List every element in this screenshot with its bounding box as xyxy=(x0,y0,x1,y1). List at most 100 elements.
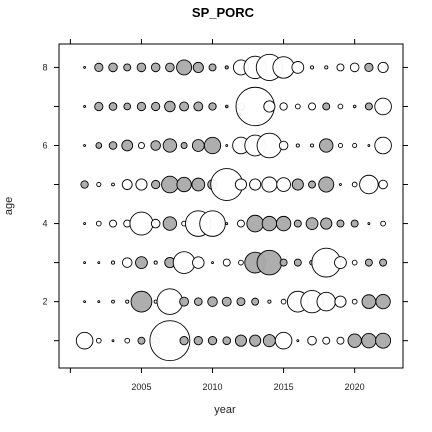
bubble-point xyxy=(334,256,347,269)
bubble-point xyxy=(123,102,132,111)
bubble-point xyxy=(246,214,264,233)
bubble-point xyxy=(94,62,104,73)
bubble-point xyxy=(207,336,218,346)
bubble-point xyxy=(193,336,203,346)
bubble-point xyxy=(97,261,101,265)
bubble-point xyxy=(208,102,217,111)
bubble-point xyxy=(364,258,373,267)
bubble-point xyxy=(336,336,345,345)
bubble-point xyxy=(83,261,86,265)
bubble-point xyxy=(309,143,315,148)
bubble-point xyxy=(179,336,189,346)
bubble-point xyxy=(111,182,115,187)
y-axis: 2 4 6 8 xyxy=(42,62,408,342)
bubble-point xyxy=(108,62,118,73)
bubble-point xyxy=(262,334,276,348)
bubble-point xyxy=(225,104,229,109)
bubble-point xyxy=(379,258,388,267)
bubble-point xyxy=(135,256,148,269)
bubble-point xyxy=(130,290,153,313)
bubble-point xyxy=(149,320,191,362)
bubble-point xyxy=(151,179,161,190)
bubble-point xyxy=(137,142,145,149)
bubble-point xyxy=(374,136,392,155)
bubble-point xyxy=(236,297,246,307)
bubble-point xyxy=(136,101,147,112)
bubble-point xyxy=(199,210,226,237)
bubble-point xyxy=(261,176,278,193)
x-tick-label: 2020 xyxy=(345,382,365,392)
bubble-point xyxy=(121,179,133,190)
bubble-point xyxy=(256,249,283,276)
bubble-point xyxy=(124,337,131,344)
bubble-point xyxy=(97,300,101,304)
x-tick-label: 2015 xyxy=(274,382,294,392)
bubble-point xyxy=(234,334,247,347)
bubble-point xyxy=(249,334,262,347)
bubble-point xyxy=(267,299,272,304)
bubble-point xyxy=(111,299,115,304)
bubble-point xyxy=(172,251,196,274)
bubble-point xyxy=(192,256,205,269)
y-tick-label: 2 xyxy=(42,297,47,307)
bubble-point xyxy=(336,219,345,228)
bubble-point xyxy=(359,174,379,195)
bubble-point xyxy=(83,66,86,69)
bubble-point xyxy=(352,104,357,109)
bubble-point xyxy=(221,296,232,307)
bubble-point xyxy=(367,144,371,147)
bubble-point xyxy=(279,102,288,111)
bubble-point xyxy=(156,288,184,315)
bubble-point xyxy=(337,142,343,149)
bubble-point xyxy=(350,219,359,228)
bubble-point xyxy=(324,65,329,70)
bubble-point xyxy=(222,336,232,345)
bubble-point xyxy=(211,261,214,265)
y-tick-label: 4 xyxy=(42,219,47,229)
bubble-point xyxy=(83,105,86,108)
bubble-point xyxy=(349,62,360,73)
bubble-point xyxy=(194,297,203,306)
bubble-point xyxy=(322,102,331,111)
bubble-point xyxy=(123,63,132,72)
bubble-point xyxy=(308,102,316,111)
bubble-point xyxy=(378,179,388,190)
bubble-point xyxy=(95,337,102,344)
bubble-point xyxy=(364,62,374,73)
bubble-point xyxy=(129,211,154,236)
bubble-point xyxy=(375,332,392,349)
bubble-point xyxy=(176,176,192,193)
bubble-point xyxy=(272,56,295,79)
bubble-point xyxy=(293,219,302,228)
bubble-point xyxy=(94,101,104,112)
bubble-point xyxy=(165,62,175,73)
x-tick-label: 2005 xyxy=(131,382,151,392)
bubble-point xyxy=(274,331,293,350)
bubble-point xyxy=(351,298,358,305)
bubble-point xyxy=(161,175,179,194)
bubble-point xyxy=(291,178,304,191)
bubble-point xyxy=(179,296,190,307)
bubble-point xyxy=(251,297,260,306)
bubble-point xyxy=(320,217,333,230)
bubble-point xyxy=(151,101,161,112)
bubble-point xyxy=(80,180,89,189)
bubble-point xyxy=(136,62,147,73)
bubble-point xyxy=(238,259,244,266)
plot-frame xyxy=(58,43,404,369)
bubble-point xyxy=(203,136,222,155)
bubble-point xyxy=(222,258,231,267)
bubble-point xyxy=(367,222,371,225)
y-tick-label: 8 xyxy=(42,62,47,72)
bubble-point xyxy=(83,300,86,304)
bubble-point xyxy=(208,63,217,72)
bubble-point xyxy=(176,59,193,76)
bubble-point xyxy=(279,258,288,267)
chart-title: SP_PORC xyxy=(192,5,255,20)
bubble-point xyxy=(305,217,319,230)
bubble-point xyxy=(380,220,386,227)
bubble-point xyxy=(164,100,176,113)
bubble-point xyxy=(375,293,391,310)
bubble-point xyxy=(153,260,158,265)
bubble-point xyxy=(162,138,178,153)
